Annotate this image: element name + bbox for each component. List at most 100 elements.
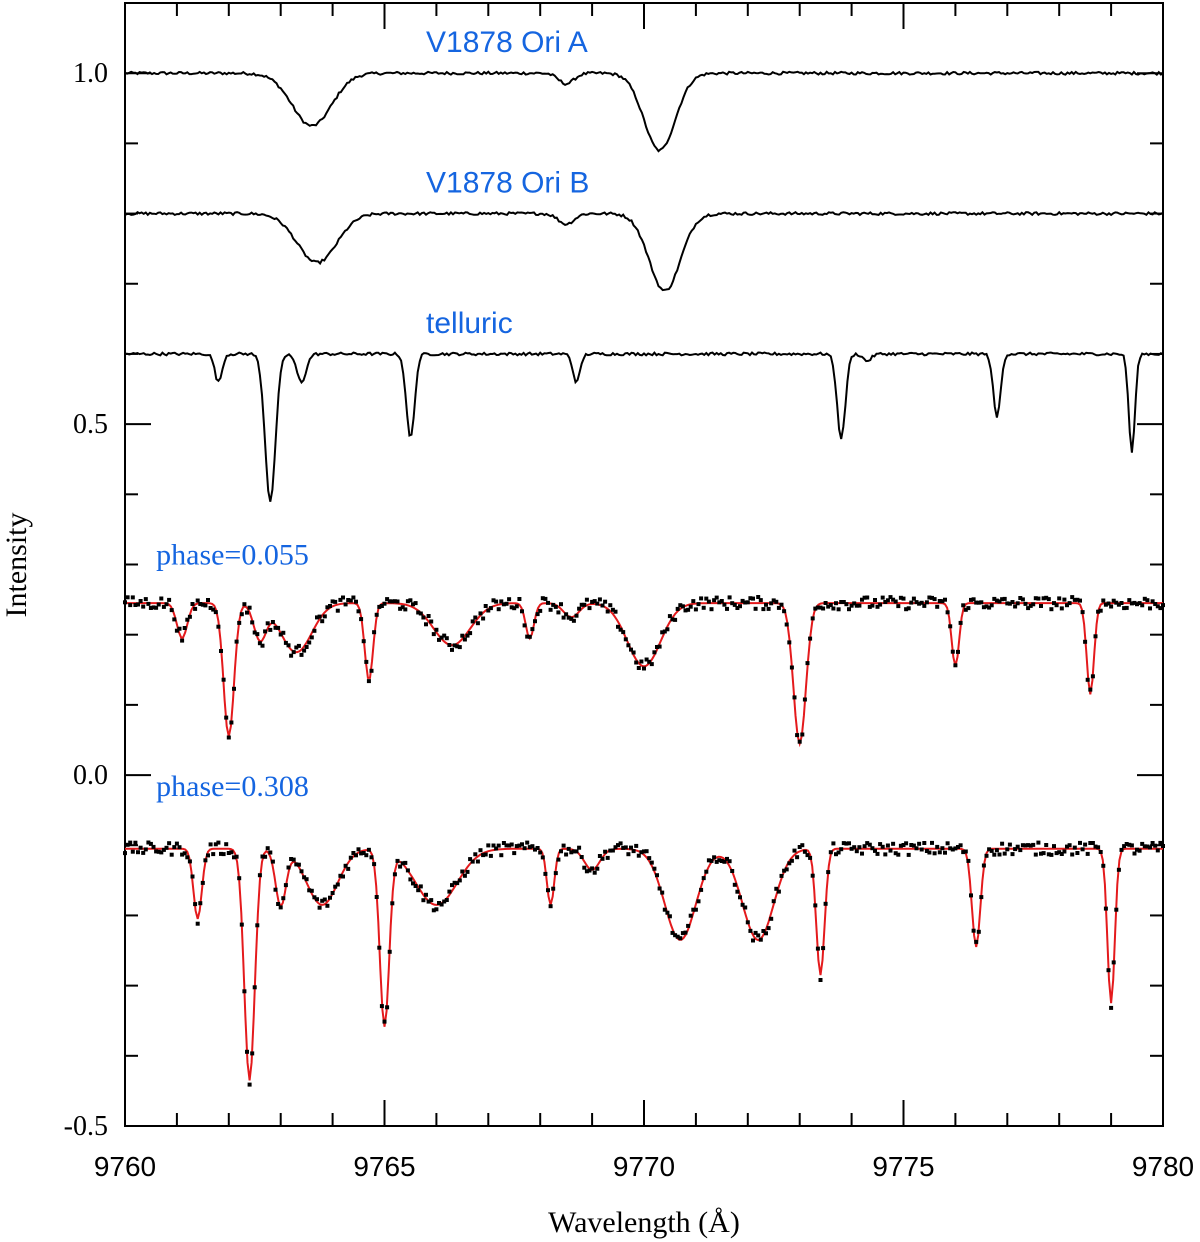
data-point — [629, 647, 633, 652]
data-point — [909, 600, 914, 605]
data-point — [821, 606, 826, 611]
data-point — [320, 898, 325, 903]
series-line-phase-0-308-model — [125, 847, 1163, 1081]
data-point — [1093, 844, 1098, 849]
data-point — [237, 620, 242, 625]
data-point — [348, 598, 353, 603]
data-point — [779, 602, 784, 607]
data-point — [592, 870, 597, 875]
data-point — [364, 853, 369, 858]
data-point — [148, 606, 153, 610]
data-point — [527, 845, 532, 850]
data-point — [789, 858, 794, 863]
data-point — [426, 614, 431, 618]
data-point — [834, 852, 838, 857]
series-layer — [123, 70, 1165, 1087]
y-tick-label: 0.5 — [73, 409, 108, 440]
data-point — [281, 630, 286, 635]
data-point — [245, 610, 249, 615]
data-point — [828, 850, 833, 855]
data-point — [499, 599, 504, 604]
data-point — [470, 859, 475, 864]
data-point — [579, 855, 584, 859]
data-point — [839, 600, 844, 604]
data-point — [831, 606, 836, 611]
data-point — [623, 637, 628, 642]
axis-ticks: 9760 9765 9770 9775 9780 -0.5 0.0 0.5 1.0 — [64, 2, 1194, 1182]
data-point — [257, 641, 262, 646]
data-point — [429, 619, 434, 624]
data-point — [862, 844, 867, 849]
data-point — [478, 848, 483, 853]
data-point — [709, 607, 714, 612]
data-point — [1018, 596, 1023, 600]
data-point — [732, 602, 737, 607]
data-point — [896, 852, 901, 857]
data-point — [665, 910, 670, 915]
data-point — [416, 610, 421, 615]
data-point — [911, 843, 916, 848]
data-point — [870, 603, 875, 608]
data-point — [1083, 639, 1088, 644]
data-point — [182, 851, 187, 856]
data-point — [1127, 598, 1132, 603]
data-point — [880, 595, 885, 600]
data-point — [649, 860, 654, 865]
data-point — [559, 602, 563, 607]
data-point — [639, 659, 644, 664]
data-point — [450, 883, 454, 888]
data-point — [701, 876, 706, 881]
data-point — [623, 845, 628, 850]
data-point — [224, 715, 229, 720]
data-point — [1062, 597, 1067, 602]
data-point — [1049, 852, 1054, 857]
data-point — [247, 605, 252, 610]
data-point — [587, 868, 592, 873]
data-point — [159, 850, 164, 855]
data-point — [250, 1051, 255, 1056]
data-point — [647, 659, 652, 664]
data-point — [644, 849, 649, 854]
data-point — [294, 645, 299, 650]
data-point — [743, 905, 748, 910]
data-point — [270, 620, 275, 624]
data-point — [686, 607, 691, 612]
data-point — [206, 598, 210, 602]
data-point — [976, 600, 981, 605]
data-point — [1015, 601, 1020, 606]
data-point — [797, 739, 802, 744]
data-point — [761, 929, 766, 933]
data-point — [424, 892, 428, 897]
data-point — [174, 628, 179, 633]
data-point — [919, 600, 924, 605]
data-point — [130, 595, 135, 600]
data-point — [338, 873, 343, 878]
data-point — [758, 937, 763, 942]
data-point — [452, 880, 457, 885]
data-point — [390, 901, 395, 906]
series-line-phase-0-055-model — [125, 602, 1163, 748]
data-point — [488, 606, 493, 611]
data-point — [751, 596, 755, 601]
data-point — [1075, 597, 1080, 602]
data-point — [590, 866, 595, 871]
data-point — [247, 1082, 252, 1087]
data-point — [1119, 601, 1124, 605]
data-point — [815, 946, 820, 951]
data-point — [452, 643, 457, 648]
data-point — [268, 627, 273, 632]
data-point — [1028, 843, 1033, 848]
data-point — [1059, 852, 1064, 856]
data-point — [1093, 634, 1098, 639]
data-point — [1041, 596, 1046, 601]
data-point — [683, 930, 688, 935]
data-point — [200, 602, 205, 607]
data-point — [177, 626, 182, 631]
data-point — [481, 616, 486, 621]
data-point — [385, 597, 390, 602]
data-point — [431, 632, 436, 637]
data-point — [548, 904, 553, 909]
data-point — [818, 605, 823, 610]
data-point — [431, 908, 436, 913]
data-point — [948, 846, 953, 851]
